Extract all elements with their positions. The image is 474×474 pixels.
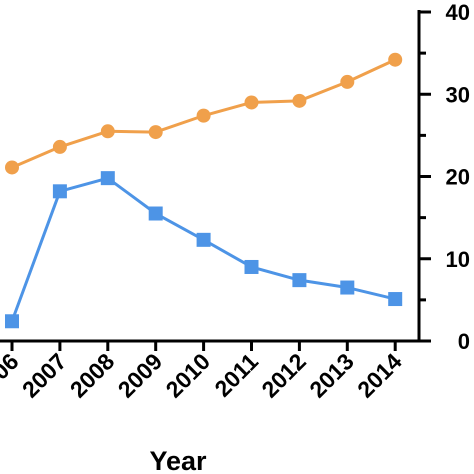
series-0 [5,52,403,175]
data-point [244,259,259,274]
data-point [244,95,259,110]
data-point [292,93,307,108]
series-1 [5,171,403,329]
data-point [5,160,19,175]
data-point [196,232,211,247]
x-tick-label: 2011 [209,348,263,402]
x-tick-label: 2010 [161,348,216,403]
data-point [388,52,403,67]
data-point [52,184,67,199]
x-tick-label: 2013 [304,348,359,403]
x-tick-label: 2007 [17,348,72,403]
y-tick-label: 10 [446,247,470,272]
data-point [100,124,115,139]
series-layer [5,52,403,329]
data-point [148,125,163,140]
data-point [292,273,307,288]
data-point [340,280,355,295]
x-tick-label: 2009 [113,348,168,403]
data-point [340,74,355,89]
x-tick-label: 2012 [256,348,311,403]
x-tick-label: 2014 [352,348,407,403]
y-tick-label: 40 [446,0,470,25]
x-axis-label: Year [149,446,207,474]
x-tick-label: 2008 [65,348,120,403]
y-tick-label: 30 [446,82,470,107]
data-point [100,171,115,186]
series-line [10,176,396,322]
y-tick-label: 20 [446,165,470,190]
x-tick-label: 06 [0,348,24,384]
y-tick-label: 0 [458,329,470,354]
data-point [5,314,19,329]
data-point [196,108,211,123]
labels: Year [149,446,207,474]
data-point [148,206,163,221]
data-point [52,139,67,154]
data-point [388,292,403,307]
